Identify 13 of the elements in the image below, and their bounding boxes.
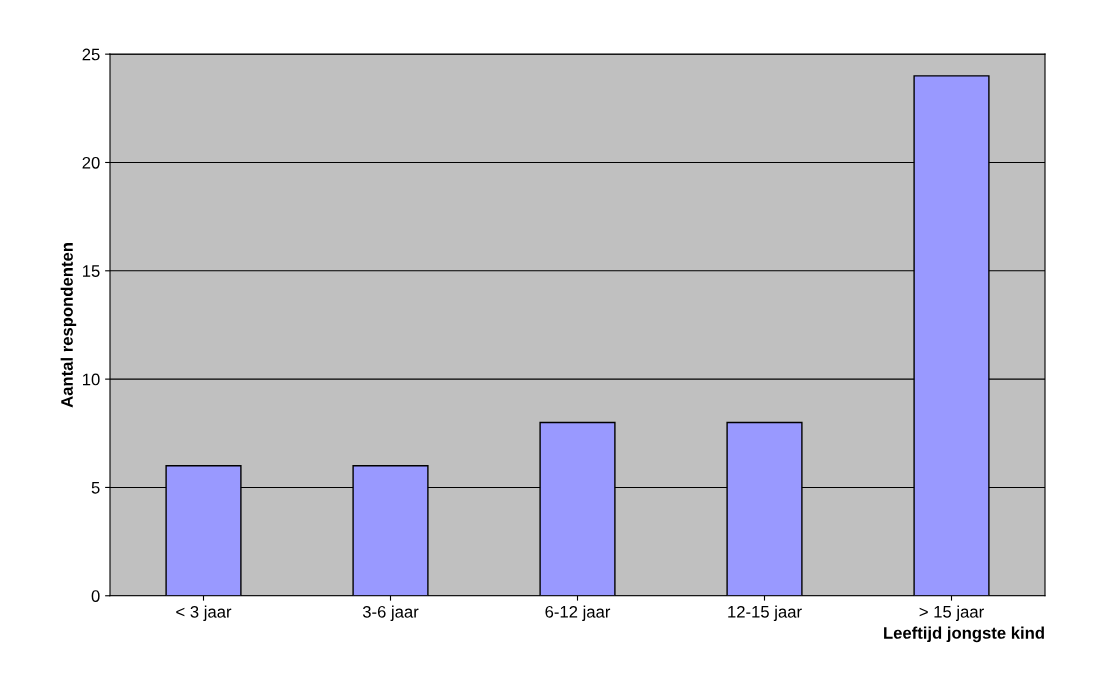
x-tick-label: 6-12 jaar <box>545 605 611 622</box>
y-tick-label: 20 <box>82 156 100 169</box>
x-tick-label: 12-15 jaar <box>728 605 802 622</box>
y-tick-label: 15 <box>83 265 100 277</box>
x-tick-label: > 15 jaar <box>919 605 984 622</box>
y-tick-label: 10 <box>83 373 100 386</box>
x-tick-label: 3-6 jaar <box>362 605 419 622</box>
x-axis-title: Leeftijd jongste kind <box>884 626 1044 643</box>
y-tick-label: 5 <box>91 482 100 494</box>
y-tick-label: 0 <box>91 590 100 602</box>
x-tick-label: < 3 jaar <box>176 605 232 622</box>
y-axis-title: Aantal respondenten <box>60 243 77 408</box>
y-tick-label: 25 <box>82 48 100 61</box>
